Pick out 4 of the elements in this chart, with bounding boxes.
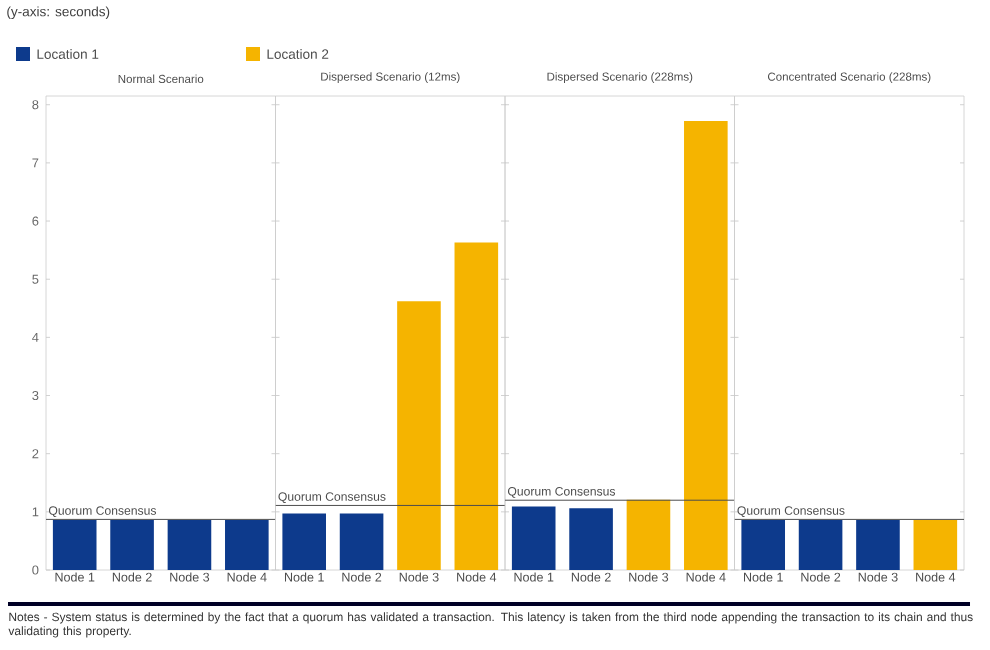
bar [626, 499, 671, 570]
bar [511, 506, 556, 570]
bar [569, 508, 613, 570]
bar [684, 121, 728, 570]
